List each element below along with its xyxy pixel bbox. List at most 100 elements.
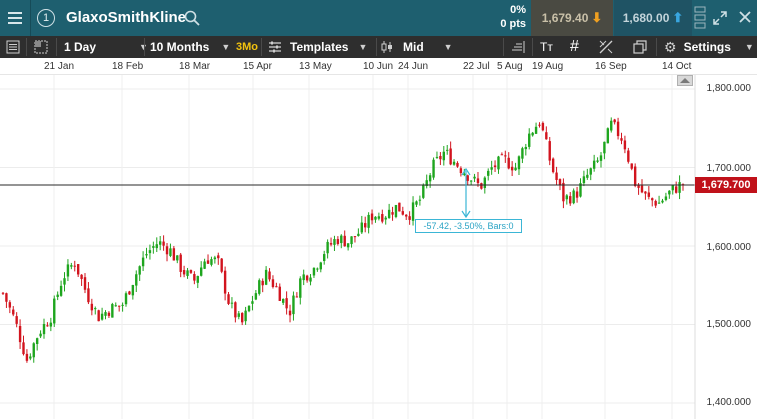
candle-body	[469, 180, 473, 182]
candle-body	[292, 295, 295, 315]
candle-body	[285, 298, 288, 309]
candle-body	[620, 138, 623, 141]
menu-button[interactable]	[0, 0, 30, 36]
candle-body	[545, 132, 548, 140]
candle-body	[107, 312, 111, 316]
chart-canvas[interactable]	[0, 75, 757, 419]
candle-body	[647, 192, 651, 197]
chevron-down-icon: ▼	[221, 42, 231, 52]
candle-body	[302, 274, 305, 281]
candle-body	[374, 216, 377, 220]
arrow-up-icon: ⬆	[672, 10, 684, 25]
divider	[656, 38, 657, 56]
range-value: 10 Months	[150, 40, 210, 54]
candle-body	[623, 140, 627, 150]
close-icon[interactable]	[738, 10, 752, 24]
search-icon[interactable]	[184, 10, 200, 26]
candle-body	[579, 183, 582, 197]
candle-body	[343, 235, 346, 247]
candle-body	[18, 325, 22, 343]
candle-body	[165, 246, 169, 255]
candle-body	[49, 322, 53, 327]
candle-body	[39, 333, 42, 337]
candle-body	[312, 267, 316, 276]
candle-body	[538, 124, 541, 126]
candle-body	[531, 132, 534, 136]
candle-body	[5, 293, 8, 302]
buy-button[interactable]: 1,680.00 ⬆	[614, 0, 692, 36]
candle-body	[521, 148, 524, 159]
candle-body	[264, 269, 268, 285]
hamburger-icon	[8, 12, 22, 24]
date-label: 15 Apr	[243, 61, 272, 72]
candle-body	[411, 202, 415, 221]
templates-button[interactable]: Templates ▼	[268, 36, 367, 58]
candle-body	[555, 172, 558, 180]
price-type-select[interactable]: Mid ▼	[381, 36, 453, 58]
interval-select[interactable]: 1 Day ▼	[64, 36, 148, 58]
candle-body	[432, 159, 435, 178]
candle-body	[490, 167, 493, 170]
candle-body	[172, 248, 176, 261]
candle-body	[473, 176, 476, 179]
candle-body	[452, 161, 456, 165]
candle-body	[336, 239, 340, 244]
divider	[144, 38, 145, 56]
candle-body	[251, 301, 254, 304]
candle-body	[439, 155, 442, 160]
candle-body	[528, 133, 531, 147]
measure-tool[interactable]	[461, 167, 471, 219]
candle-body	[234, 302, 237, 318]
range-badge-button[interactable]: 3Mo	[236, 36, 258, 58]
candle-body	[651, 198, 654, 201]
settings-button[interactable]: ⚙ Settings ▼	[664, 36, 754, 58]
candle-body	[299, 278, 302, 298]
price-chart[interactable]: 1,800.000 1,700.000 1,600.000 1,500.000 …	[0, 75, 757, 419]
candle-body	[117, 305, 121, 307]
range-badge: 3Mo	[236, 41, 258, 53]
scroll-up-icon[interactable]	[677, 75, 693, 86]
divider	[532, 38, 533, 56]
candle-body	[340, 235, 343, 244]
candle-body	[668, 190, 671, 195]
candle-body	[562, 182, 565, 202]
date-axis: 21 Jan 18 Feb 18 Mar 15 Apr 13 May 10 Ju…	[0, 58, 757, 75]
candle-body	[398, 202, 401, 212]
list-view-icon[interactable]	[6, 40, 20, 54]
candle-body	[131, 285, 135, 296]
indicators-icon[interactable]	[511, 40, 525, 54]
candle-body	[640, 185, 644, 193]
range-select[interactable]: 10 Months ▼	[150, 36, 230, 58]
instrument-name[interactable]: GlaxoSmithKline	[66, 9, 187, 26]
candle-body	[261, 280, 264, 286]
candle-body	[46, 325, 49, 327]
candle-body	[558, 179, 562, 185]
sell-button[interactable]: 1,679.40 ⬇	[531, 0, 613, 36]
candle-body	[500, 154, 504, 156]
expand-icon[interactable]	[712, 10, 728, 26]
popout-icon[interactable]	[632, 39, 648, 55]
chevron-down-icon: ▼	[139, 42, 148, 52]
candle-body	[169, 248, 172, 256]
candle-body	[435, 156, 439, 158]
drag-handle-icon[interactable]	[694, 5, 706, 31]
instrument-slot-button[interactable]: 1	[34, 0, 58, 36]
candle-body	[425, 180, 428, 186]
candle-body	[145, 254, 148, 256]
candle-body	[73, 265, 76, 267]
chart-toolbar: 1 Day ▼ 10 Months ▼ 3Mo Templates ▼ Mid …	[0, 36, 757, 58]
layout-icon[interactable]	[34, 40, 48, 54]
candle-body	[247, 305, 251, 312]
candle-body	[541, 122, 545, 131]
price-type-value: Mid	[403, 40, 424, 54]
candle-body	[364, 223, 367, 228]
text-tool-icon[interactable]: Tᴛ	[540, 40, 553, 54]
candle-body	[25, 353, 29, 361]
drawing-tools-icon[interactable]	[598, 39, 614, 55]
candle-body	[213, 257, 217, 260]
grid-icon[interactable]: #	[570, 38, 579, 55]
candle-body	[227, 294, 230, 304]
candle-body	[319, 262, 322, 270]
candle-body	[603, 141, 606, 154]
candle-body	[316, 268, 319, 270]
